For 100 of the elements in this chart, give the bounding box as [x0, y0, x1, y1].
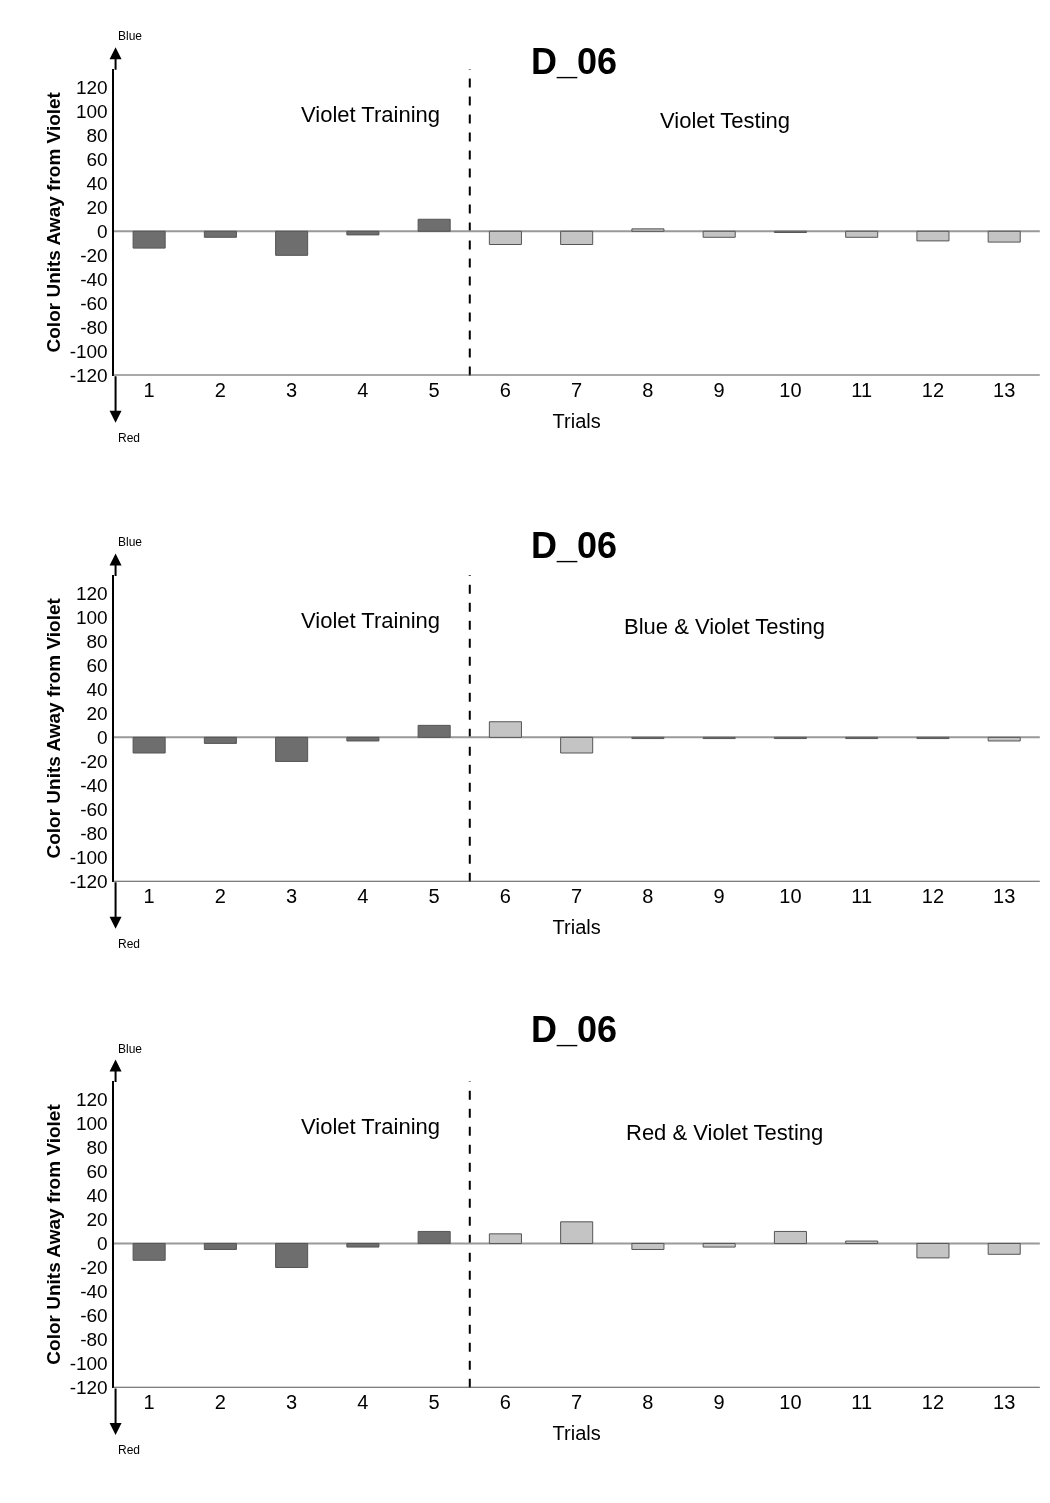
y-tick-label: 100 — [76, 606, 108, 628]
y-tick-label: 40 — [86, 172, 108, 194]
y-tick-label: 0 — [97, 727, 108, 749]
bar — [773, 1230, 807, 1244]
bar — [845, 230, 879, 238]
bar — [631, 228, 665, 232]
bar — [203, 1242, 237, 1250]
y-tick-label: -20 — [80, 244, 108, 266]
y-tick-label: 120 — [76, 582, 108, 604]
y-tick-label: -20 — [80, 751, 108, 773]
y-tick-label: -40 — [80, 1281, 108, 1303]
x-tick-label: 12 — [921, 1390, 945, 1413]
x-tick-label: 13 — [993, 378, 1016, 401]
x-tick-label: 2 — [214, 884, 226, 907]
x-tick-label: 3 — [286, 1390, 298, 1413]
x-tick-label: 1 — [143, 1390, 155, 1413]
y-tick-label: 80 — [86, 124, 108, 146]
y-tick-label: 40 — [86, 1185, 108, 1207]
bar — [560, 1221, 594, 1244]
y-tick-label: 60 — [86, 148, 108, 170]
bar — [346, 1242, 380, 1248]
bar — [203, 230, 237, 238]
bar — [560, 230, 594, 246]
y-tick-label: -40 — [80, 269, 108, 291]
bar — [275, 1242, 309, 1269]
y-tick-label: 100 — [76, 100, 108, 122]
annotation: Blue & Violet Testing — [624, 614, 825, 639]
chart-title: D_06 — [531, 1009, 618, 1050]
y-tick-label: 20 — [86, 1209, 108, 1231]
y-tick-label: -100 — [69, 341, 108, 363]
y-tick-label: -120 — [69, 365, 108, 387]
annotation: Violet Training — [301, 1114, 441, 1139]
y-tick-label: -20 — [80, 1257, 108, 1279]
x-tick-label: 5 — [428, 1390, 440, 1413]
bar — [417, 1230, 451, 1244]
annotation: Violet Testing — [660, 108, 791, 133]
y-axis-title: Color Units Away from Violet — [43, 597, 65, 859]
annotation: Red & Violet Testing — [626, 1120, 824, 1145]
x-tick-label: 9 — [713, 1390, 725, 1413]
bar — [132, 230, 166, 249]
y-tick-label: 20 — [86, 702, 108, 724]
bar — [916, 230, 950, 242]
y-axis-title: Color Units Away from Violet — [43, 1103, 65, 1365]
y-tick-label: 40 — [86, 678, 108, 700]
text: Blue — [118, 1042, 143, 1056]
bar — [488, 721, 522, 738]
x-axis-title: Trials — [552, 410, 601, 433]
bar — [987, 1242, 1021, 1255]
x-tick-label: 8 — [642, 884, 654, 907]
x-tick-label: 7 — [571, 884, 583, 907]
text: Blue — [118, 535, 143, 549]
x-tick-label: 12 — [921, 378, 945, 401]
x-tick-label: 3 — [286, 884, 298, 907]
x-tick-label: 6 — [499, 1390, 511, 1413]
bar — [417, 218, 451, 232]
y-tick-label: -120 — [69, 871, 108, 893]
x-tick-label: 5 — [428, 378, 440, 401]
annotation: Violet Training — [301, 102, 441, 127]
bar — [417, 724, 451, 738]
text: Red — [118, 937, 141, 951]
chart-title: D_06 — [531, 41, 618, 82]
bar — [132, 736, 166, 754]
chart-title: D_06 — [531, 525, 618, 566]
y-tick-label: -60 — [80, 799, 108, 821]
x-tick-label: 10 — [779, 1390, 802, 1413]
x-tick-label: 12 — [921, 884, 945, 907]
bar — [702, 1242, 736, 1248]
x-tick-label: 8 — [642, 378, 654, 401]
y-tick-label: 80 — [86, 630, 108, 652]
bar — [702, 230, 736, 238]
x-tick-label: 2 — [214, 378, 226, 401]
bar — [346, 736, 380, 742]
x-tick-label: 3 — [286, 378, 298, 401]
y-tick-label: -60 — [80, 293, 108, 315]
bar — [488, 1233, 522, 1244]
y-tick-label: 20 — [86, 196, 108, 218]
x-tick-label: 6 — [499, 884, 511, 907]
x-tick-label: 7 — [571, 378, 583, 401]
bar — [275, 230, 309, 256]
y-tick-label: 100 — [76, 1112, 108, 1134]
text: Blue — [118, 29, 143, 43]
x-tick-label: 10 — [779, 884, 802, 907]
bar — [132, 1242, 166, 1261]
x-tick-label: 8 — [642, 1390, 654, 1413]
bar — [845, 1240, 879, 1244]
x-axis-title: Trials — [552, 916, 601, 939]
y-tick-label: 120 — [76, 76, 108, 98]
x-tick-label: 13 — [993, 884, 1016, 907]
x-tick-label: 1 — [143, 378, 155, 401]
y-tick-label: 0 — [97, 1233, 108, 1255]
x-tick-label: 9 — [713, 378, 725, 401]
y-tick-label: -100 — [69, 1353, 108, 1375]
y-tick-label: -80 — [80, 317, 108, 339]
bar — [560, 736, 594, 754]
y-tick-label: -100 — [69, 847, 108, 869]
x-tick-label: 11 — [851, 1390, 873, 1413]
x-tick-label: 4 — [357, 884, 369, 907]
bar — [203, 736, 237, 744]
bar — [987, 736, 1021, 742]
text: Red — [118, 1443, 141, 1457]
